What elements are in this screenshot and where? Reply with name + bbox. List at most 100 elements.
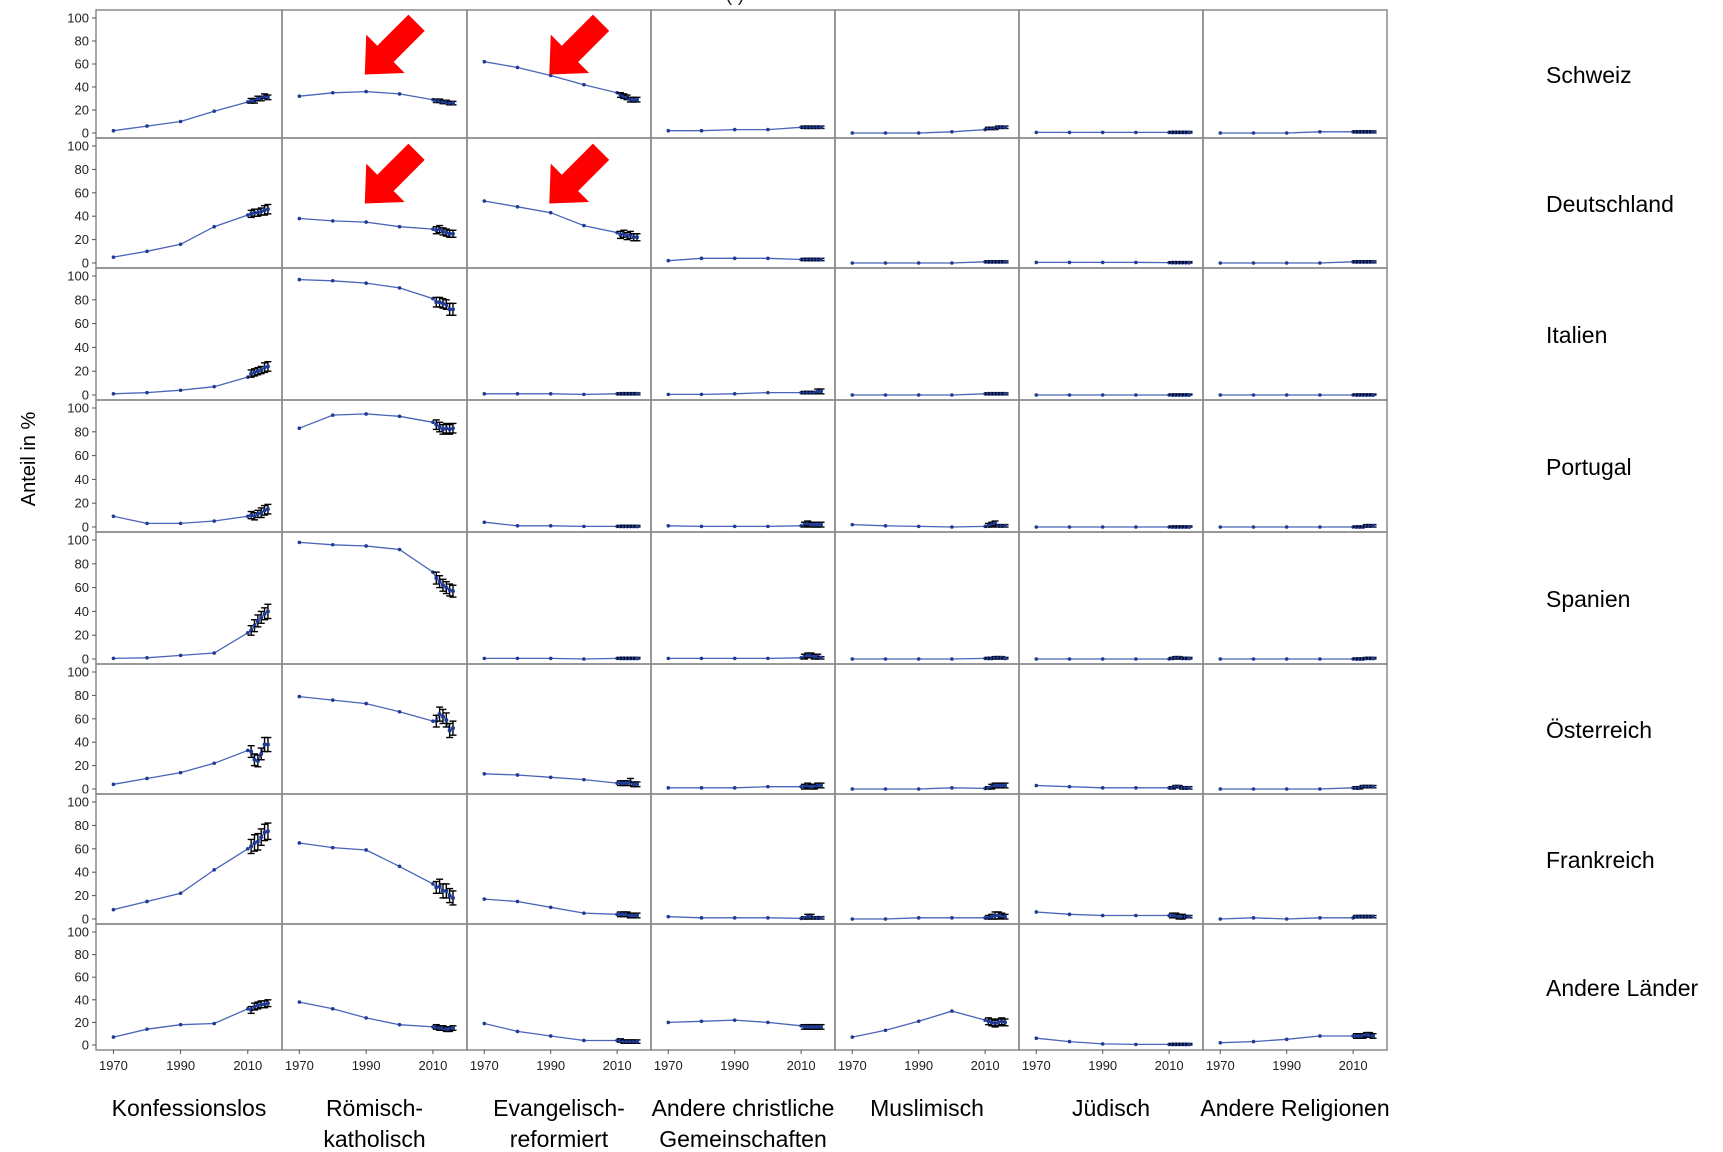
data-point — [548, 210, 553, 215]
data-point — [950, 130, 954, 134]
panel-frame — [650, 663, 836, 795]
x-tick-label: 1990 — [352, 1058, 381, 1073]
data-point — [916, 657, 921, 661]
y-tick-label: 40 — [75, 80, 89, 95]
data-point — [1371, 259, 1376, 264]
panel-frame — [650, 531, 836, 665]
data-point — [364, 281, 368, 285]
data-point — [482, 897, 487, 901]
data-point — [582, 777, 586, 782]
y-tick-label: 100 — [67, 269, 89, 284]
data-point — [515, 205, 520, 209]
panel-7-5 — [1018, 923, 1204, 1051]
data-point — [916, 916, 921, 920]
y-tick-label: 20 — [75, 628, 89, 643]
data-point — [766, 390, 770, 395]
x-tick-label: 1970 — [99, 1058, 128, 1073]
data-point — [621, 781, 626, 786]
data-point — [631, 97, 636, 102]
data-point — [447, 893, 452, 898]
series-line — [1036, 911, 1189, 918]
data-point — [330, 278, 335, 283]
data-point — [1218, 787, 1223, 791]
x-tick-label: 1970 — [838, 1058, 867, 1073]
panel-5-6 — [1202, 663, 1388, 795]
data-point — [245, 213, 250, 217]
x-tick-label: 1970 — [654, 1058, 683, 1073]
x-tick-label: 1970 — [1206, 1058, 1235, 1073]
data-point — [1218, 1040, 1223, 1045]
data-point — [259, 368, 264, 373]
series-line — [484, 521, 637, 528]
data-point — [699, 1019, 704, 1024]
data-point — [1187, 914, 1192, 919]
data-point — [145, 1027, 149, 1031]
data-point — [1067, 784, 1072, 789]
data-point — [1218, 393, 1223, 397]
data-point — [1003, 259, 1008, 264]
data-point — [440, 99, 445, 104]
row-label: Schweiz — [1546, 62, 1632, 88]
y-tick-label: 0 — [82, 652, 89, 667]
data-point — [262, 208, 267, 213]
data-point — [1003, 783, 1008, 788]
panel-3-1 — [281, 399, 468, 533]
data-point — [145, 776, 149, 781]
data-point — [809, 1024, 814, 1029]
data-point — [440, 888, 445, 893]
panel-frame — [650, 267, 836, 401]
series-line — [668, 522, 821, 528]
data-point — [950, 525, 954, 529]
data-point — [1318, 130, 1322, 134]
data-point — [330, 219, 335, 223]
data-point — [444, 717, 449, 722]
panel-2-6 — [1202, 267, 1388, 401]
data-point — [111, 514, 116, 519]
data-point — [631, 913, 636, 918]
data-point — [297, 540, 302, 545]
data-point — [297, 1000, 302, 1004]
data-point — [631, 782, 636, 787]
data-point — [330, 90, 335, 95]
data-point — [819, 125, 824, 130]
y-tick-label: 40 — [75, 340, 89, 355]
data-point — [397, 709, 402, 714]
data-point — [1218, 657, 1223, 661]
data-point — [950, 916, 954, 920]
data-point — [255, 1003, 260, 1008]
data-point — [850, 787, 855, 791]
data-point — [1100, 130, 1105, 135]
data-point — [1318, 787, 1322, 791]
data-point — [1134, 393, 1138, 397]
data-point — [582, 1038, 586, 1043]
data-point — [397, 1022, 402, 1027]
y-tick-label: 0 — [82, 782, 89, 797]
data-point — [1251, 1039, 1256, 1044]
data-point — [1100, 786, 1105, 790]
data-point — [259, 209, 264, 214]
y-tick-label: 20 — [75, 496, 89, 511]
panel-frame — [1202, 9, 1388, 139]
data-point — [431, 719, 435, 723]
panel-frame — [1202, 663, 1388, 795]
panel-frame — [1202, 531, 1388, 665]
data-point — [1187, 393, 1192, 397]
data-point — [447, 231, 452, 236]
highlight-arrow — [364, 14, 425, 75]
column-label: Muslimisch — [870, 1095, 984, 1121]
data-point — [1067, 130, 1072, 135]
panel-frame — [834, 267, 1020, 401]
panel-frame — [834, 793, 1020, 925]
data-point — [1187, 656, 1192, 661]
panel-frame — [834, 399, 1020, 533]
data-point — [437, 425, 442, 430]
column-label: katholisch — [323, 1126, 425, 1152]
data-point — [212, 761, 216, 766]
data-point — [625, 234, 630, 239]
data-point — [1067, 657, 1072, 661]
data-point — [1371, 523, 1376, 528]
data-point — [252, 757, 257, 762]
data-point — [431, 882, 435, 886]
data-point — [631, 235, 636, 240]
series-line — [113, 365, 269, 395]
